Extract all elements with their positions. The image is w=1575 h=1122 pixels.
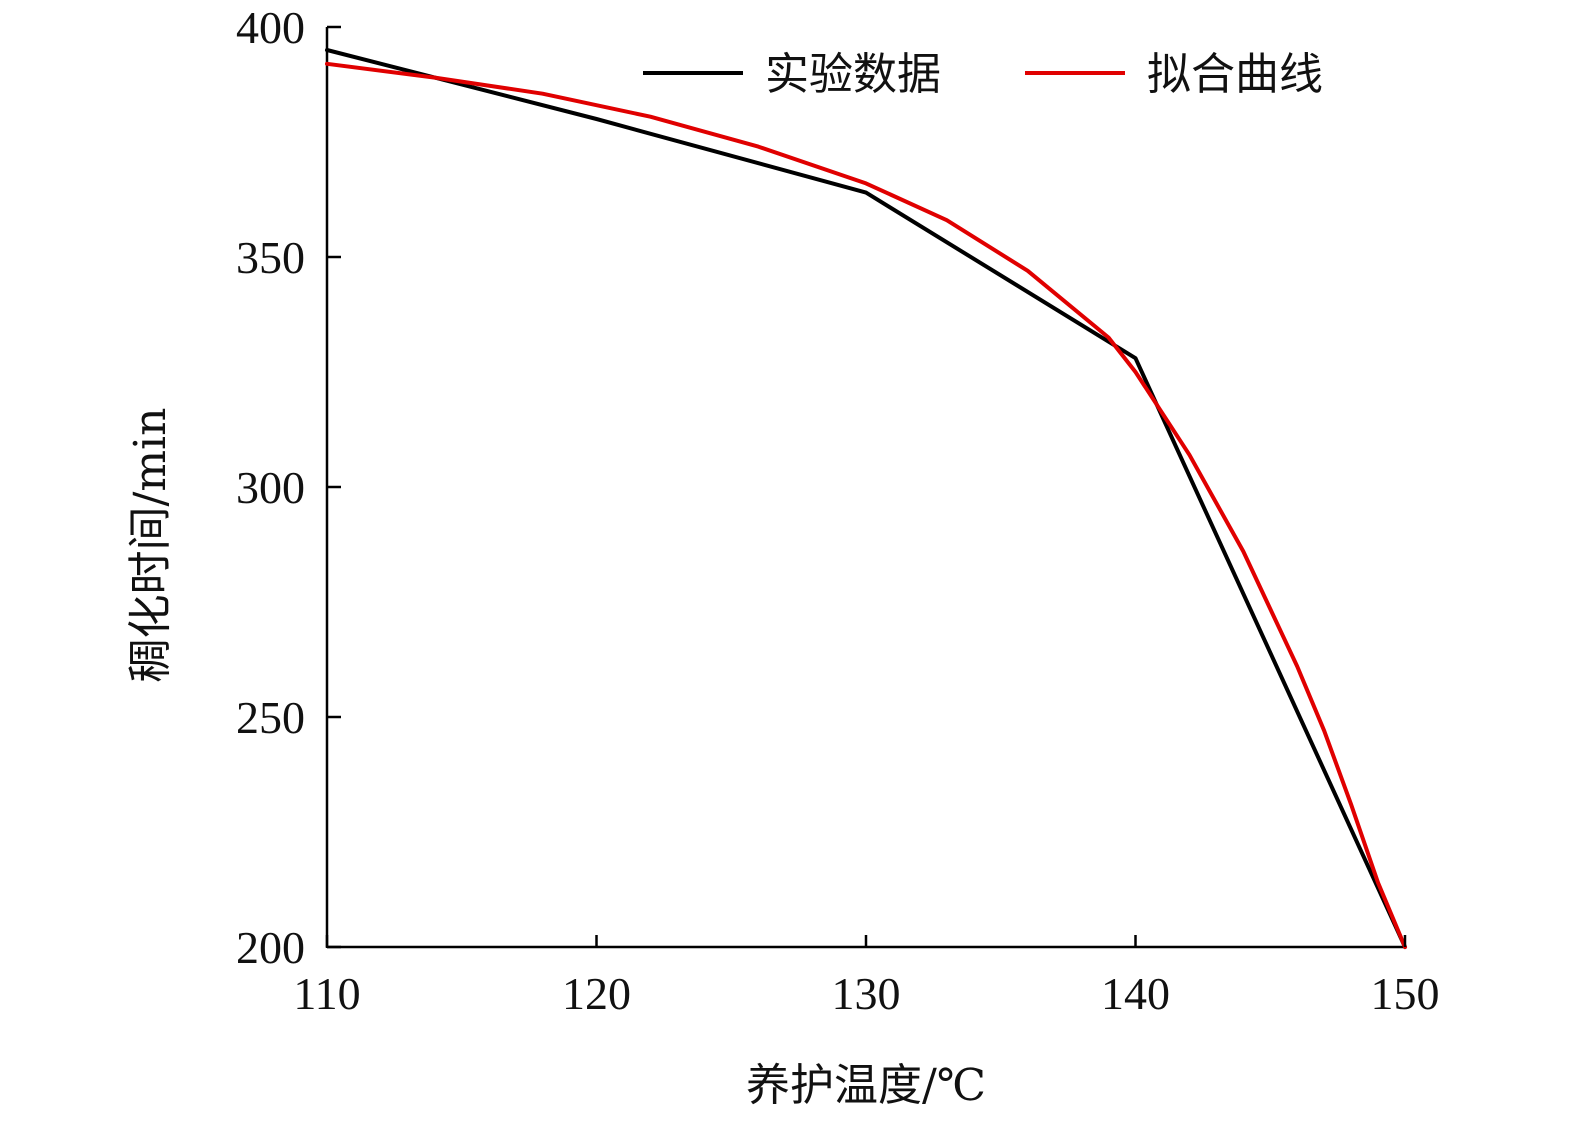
y-tick-label: 250 — [236, 692, 305, 743]
x-tick-label: 130 — [832, 968, 901, 1019]
y-tick-label: 200 — [236, 922, 305, 973]
axes — [325, 27, 1405, 949]
x-axis-title: 养护温度/℃ — [746, 1060, 986, 1111]
series-line-fitted-curve — [325, 61, 1407, 949]
x-tick-label: 150 — [1371, 968, 1440, 1019]
y-tick-label: 350 — [236, 232, 305, 283]
y-tick-label: 300 — [236, 462, 305, 513]
y-axis-title: 稠化时间/min — [125, 408, 176, 683]
y-axis-ticks: 200 250 300 350 400 — [236, 2, 341, 973]
series-line-experimental-data — [325, 48, 1407, 949]
legend: 实验数据 拟合曲线 — [643, 49, 1323, 100]
plot-series — [325, 48, 1407, 949]
legend-label: 实验数据 — [765, 49, 941, 100]
x-tick-label: 110 — [293, 968, 360, 1019]
x-tick-label: 140 — [1101, 968, 1170, 1019]
x-tick-label: 120 — [562, 968, 631, 1019]
y-tick-label: 400 — [236, 2, 305, 53]
x-axis-ticks: 110 120 130 140 150 — [293, 935, 1440, 1019]
legend-label: 拟合曲线 — [1147, 49, 1323, 100]
